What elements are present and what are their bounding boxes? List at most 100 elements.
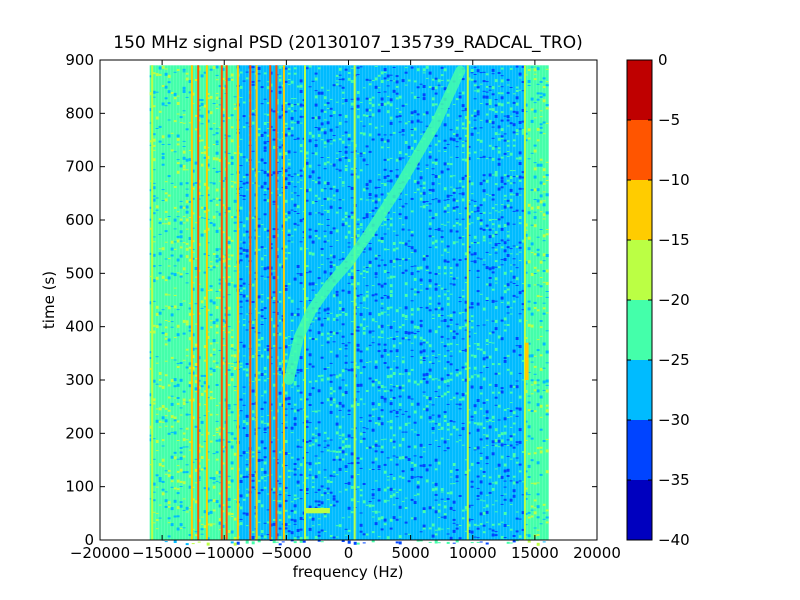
heatmap-cell [314,435,318,437]
heatmap-cell [524,320,528,322]
heatmap-cell [437,385,441,389]
heatmap-cell [425,396,429,400]
heatmap-cell [368,212,372,213]
heatmap-cell [503,431,507,435]
heatmap-cell [308,439,312,442]
heatmap-cell [227,404,231,408]
heatmap-cell [350,452,354,456]
heatmap-cell [509,542,513,544]
heatmap-cell [434,458,438,462]
heatmap-cell [461,78,465,81]
heatmap-cell [458,434,462,436]
heatmap-cell [167,432,171,435]
heatmap-cell [473,235,477,239]
heatmap-cell [335,319,339,321]
heatmap-cell [242,368,246,371]
heatmap-cell [524,487,528,490]
heatmap-cell [413,277,417,281]
heatmap-cell [485,113,489,116]
heatmap-cell [386,295,390,299]
heatmap-cell [413,80,417,83]
heatmap-cell [308,212,312,216]
heatmap-cell [152,96,156,98]
heatmap-cell [437,150,441,152]
heatmap-cell [527,464,531,468]
heatmap-cell [365,145,369,148]
heatmap-cell [320,223,324,225]
heatmap-cell [311,252,315,256]
heatmap-cell [410,475,414,479]
heatmap-cell [185,242,189,245]
heatmap-cell [479,523,483,526]
heatmap-cell [251,389,255,393]
heatmap-cell [401,337,405,340]
heatmap-cell [458,92,462,94]
heatmap-cell [185,439,189,441]
heatmap-cell [446,492,450,495]
heatmap-cell [383,102,387,106]
heatmap-cell [485,319,489,321]
heatmap-cell [278,504,282,508]
heatmap-cell [332,111,336,114]
heatmap-cell [428,329,432,333]
heatmap-cell [350,173,354,176]
heatmap-cell [491,219,495,220]
heatmap-cell [515,461,519,464]
heatmap-cell [359,152,363,155]
heatmap-cell [188,246,192,249]
heatmap-cell [404,521,408,524]
heatmap-cell [191,528,195,530]
heatmap-column [479,65,483,541]
heatmap-cell [386,147,390,149]
heatmap-cell [242,224,246,228]
heatmap-cell [362,542,366,544]
heatmap-cell [506,119,510,122]
heatmap-cell [524,470,528,473]
heatmap-cell [272,457,276,459]
heatmap-cell [464,509,468,511]
heatmap-cell [335,431,339,435]
heatmap-cell [215,132,219,135]
heatmap-cell [185,77,189,81]
heatmap-cell [278,152,282,156]
heatmap-cell [170,486,174,488]
heatmap-cell [263,194,267,196]
heatmap-cell [386,158,390,161]
heatmap-cell [308,164,312,168]
heatmap-cell [500,67,504,70]
heatmap-cell [344,68,348,71]
heatmap-cell [194,161,198,165]
heatmap-cell [536,206,540,210]
heatmap-cell [389,438,393,442]
heatmap-cell [446,391,450,393]
heatmap-cell [509,458,513,460]
heatmap-cell [491,299,495,303]
heatmap-cell [290,408,294,410]
heatmap-cell [155,408,159,410]
heatmap-cell [203,525,207,529]
heatmap-cell [284,336,288,339]
heatmap-cell [449,137,453,141]
heatmap-cell [341,181,345,185]
heatmap-column [485,65,489,541]
heatmap-cell [488,219,492,221]
heatmap-cell [401,134,405,136]
heatmap-cell [287,403,291,405]
heatmap-cell [488,491,492,494]
heatmap-cell [245,540,249,544]
heatmap-cell [362,533,366,536]
heatmap-cell [164,218,168,221]
heatmap-cell [206,451,210,453]
heatmap-cell [431,488,435,492]
heatmap-cell [347,444,351,448]
heatmap-cell [389,74,393,76]
heatmap-cell [545,516,549,519]
heatmap-cell [374,254,378,257]
heatmap-cell [329,139,333,141]
heatmap-cell [503,249,507,253]
heatmap-cell [260,459,264,462]
heatmap-cell [530,273,534,276]
heatmap-cell [392,455,396,457]
heatmap-cell [437,175,441,179]
heatmap-cell [218,297,222,299]
